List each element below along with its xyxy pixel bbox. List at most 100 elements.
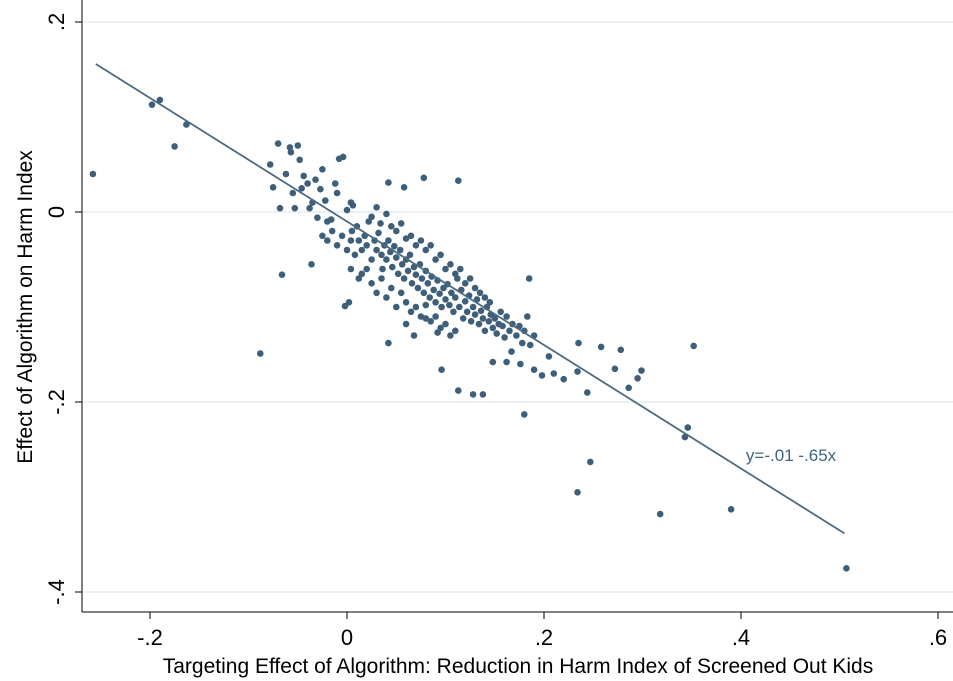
data-point <box>690 342 697 350</box>
data-point <box>269 184 277 191</box>
data-point <box>306 204 313 212</box>
data-point <box>312 176 319 183</box>
data-point <box>597 343 605 351</box>
data-point <box>426 294 434 301</box>
y-tick-label: .2 <box>44 13 69 31</box>
data-point <box>447 261 454 268</box>
data-point <box>394 270 402 278</box>
data-point <box>396 246 404 254</box>
data-point <box>404 267 412 275</box>
data-point <box>375 229 382 237</box>
data-point <box>656 510 664 518</box>
data-point <box>545 353 553 360</box>
data-point <box>351 251 359 259</box>
data-point <box>257 350 264 357</box>
data-point <box>463 308 471 316</box>
data-point <box>493 330 501 337</box>
data-point <box>400 275 408 282</box>
data-point <box>408 280 416 287</box>
data-point <box>489 358 497 366</box>
data-point <box>530 366 538 374</box>
data-point <box>393 227 400 235</box>
data-point <box>727 506 735 513</box>
data-point <box>467 318 475 325</box>
data-point <box>358 270 366 278</box>
fit-line <box>95 63 845 535</box>
data-point <box>491 315 499 322</box>
data-point <box>368 213 375 221</box>
data-point <box>513 332 520 339</box>
data-point <box>456 303 463 311</box>
data-point <box>347 199 355 206</box>
data-point <box>407 308 415 316</box>
data-point <box>638 367 645 374</box>
data-point <box>634 375 641 382</box>
data-point <box>347 265 355 273</box>
data-point <box>587 458 594 466</box>
data-point <box>383 256 390 263</box>
data-point <box>317 185 324 193</box>
data-point <box>383 210 390 218</box>
data-point <box>389 263 396 271</box>
data-point <box>397 289 405 297</box>
x-tick-label: -.2 <box>137 625 163 650</box>
data-point <box>457 265 464 273</box>
data-point <box>385 339 392 347</box>
data-point <box>584 389 591 396</box>
data-point <box>521 411 528 418</box>
data-point <box>461 298 469 305</box>
data-point <box>432 313 439 320</box>
y-tick-label: -.2 <box>44 389 69 415</box>
data-point <box>420 174 428 182</box>
data-point <box>89 170 97 178</box>
x-tick-label: .2 <box>535 625 553 650</box>
data-point <box>402 235 410 242</box>
data-point <box>466 275 474 282</box>
data-point <box>383 294 390 301</box>
data-point <box>420 289 428 297</box>
data-point <box>406 251 414 259</box>
data-point <box>459 315 467 322</box>
data-point <box>373 204 380 211</box>
data-point <box>385 237 392 244</box>
data-point <box>393 303 400 311</box>
data-point <box>324 218 331 225</box>
data-point <box>452 270 459 278</box>
data-point <box>414 284 422 292</box>
data-point <box>304 180 311 187</box>
data-point <box>363 265 371 273</box>
data-point <box>378 275 385 282</box>
data-point <box>508 348 515 355</box>
scatter-points <box>89 96 850 572</box>
data-point <box>442 320 449 328</box>
data-point <box>501 334 508 341</box>
data-point <box>684 424 692 431</box>
data-point <box>438 366 445 374</box>
data-point <box>410 332 418 339</box>
data-point <box>503 313 510 320</box>
data-point <box>333 189 341 197</box>
data-point <box>319 232 326 240</box>
data-point <box>308 261 315 268</box>
data-point <box>681 433 689 441</box>
data-point <box>486 299 494 306</box>
data-point <box>274 140 282 147</box>
data-point <box>287 148 295 156</box>
fit-line-group <box>95 63 845 535</box>
x-axis-label: Targeting Effect of Algorithm: Reduction… <box>163 655 873 678</box>
data-point <box>461 280 469 287</box>
data-point <box>391 242 398 250</box>
data-point <box>497 308 505 316</box>
data-point <box>402 299 410 306</box>
data-point <box>574 368 581 375</box>
data-point <box>503 358 510 366</box>
data-point <box>481 294 489 301</box>
data-point <box>412 303 420 311</box>
gridlines <box>82 21 953 593</box>
data-point <box>476 289 484 297</box>
data-point <box>373 289 380 297</box>
x-tick-label: .4 <box>732 625 750 650</box>
data-point <box>278 271 286 279</box>
data-point <box>625 384 632 392</box>
